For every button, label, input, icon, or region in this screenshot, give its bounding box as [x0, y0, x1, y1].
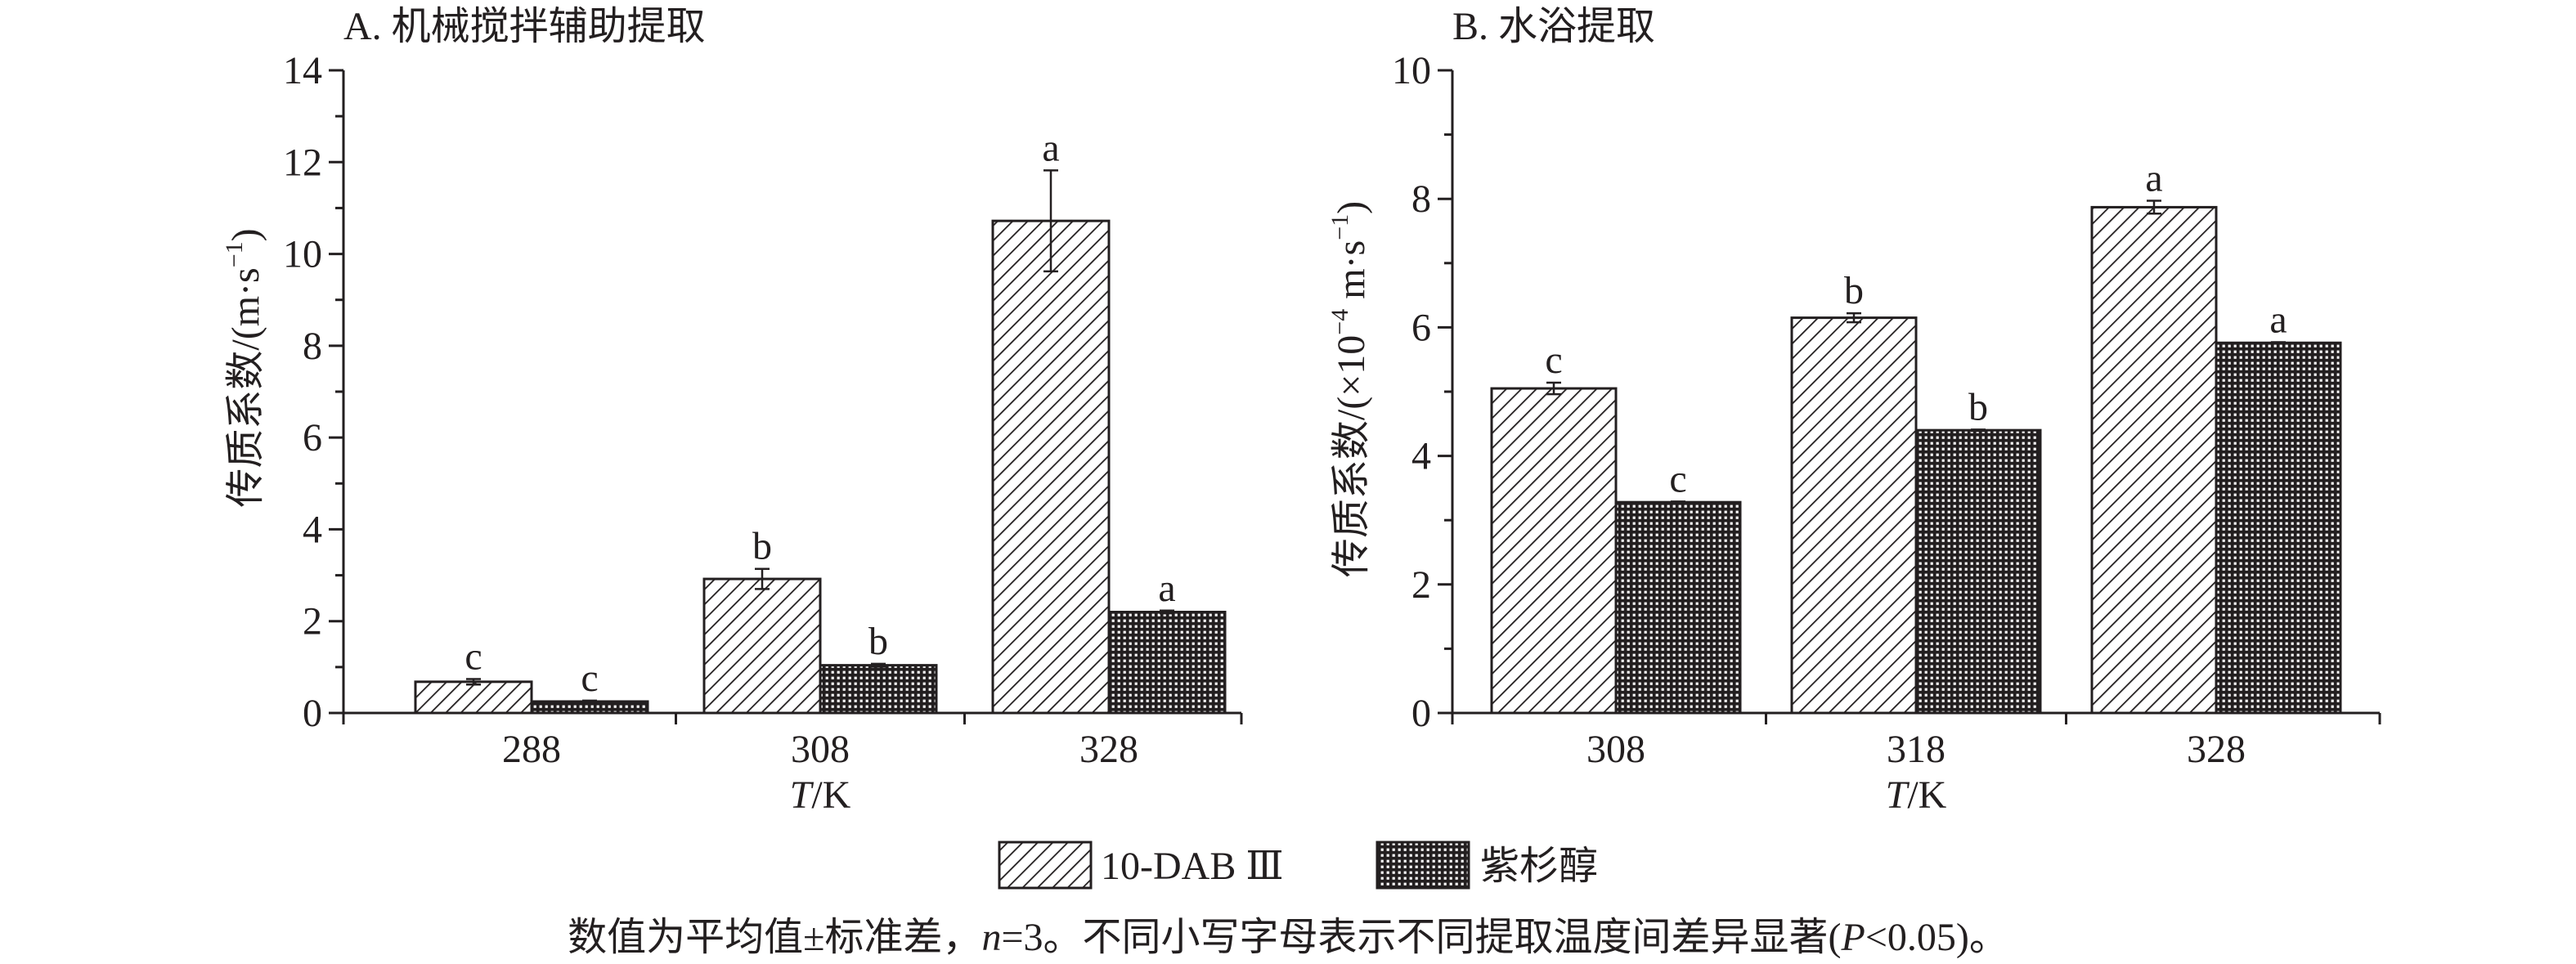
footnote-p-var: P	[1841, 916, 1865, 959]
y-tick-label: 8	[303, 325, 322, 368]
footnote: 数值为平均值±标准差，n=3。不同小写字母表示不同提取温度间差异显著(P<0.0…	[568, 916, 2008, 959]
panel-b-title: B. 水浴提取	[1452, 5, 1655, 48]
x-tick-label: 328	[1079, 728, 1138, 771]
panel-b-ylabel-mid: m·s	[1330, 240, 1373, 309]
panel-b-ylabel-close: )	[1330, 201, 1373, 214]
y-tick-label: 2	[303, 600, 322, 643]
y-tick-label: 14	[283, 49, 322, 92]
panel-b-ylabel-text: 传质系数/(×10	[1330, 335, 1373, 577]
bar-10dab-308	[1490, 387, 1618, 715]
bar-taxol-328	[1107, 610, 1227, 715]
significance-label: a	[2269, 298, 2287, 341]
panel-b-xlabel: T/K	[1886, 773, 1947, 817]
bar-taxol-308	[1614, 500, 1742, 715]
bar-taxol-318	[1914, 428, 2042, 715]
panel-a-xlabel-var: T	[790, 773, 815, 817]
significance-label: c	[1669, 457, 1686, 500]
significance-label: a	[1042, 126, 1059, 169]
panel-b-bars: c b a c b a	[1490, 157, 2342, 715]
panel-a-xlabel: T/K	[790, 773, 851, 817]
panel-b-ylabel-sup: −4	[1326, 309, 1353, 335]
bar-taxol-328	[2215, 341, 2342, 715]
x-tick-label: 328	[2187, 728, 2246, 771]
bar-10dab-308	[702, 577, 822, 715]
y-tick-label: 2	[1411, 563, 1431, 607]
significance-label: b	[752, 525, 772, 568]
panel-b-ylabel-sup2: −1	[1326, 214, 1353, 240]
panel-a-axes: 0 2 4 6 8 10 12 14 288 308 328	[283, 49, 1243, 771]
y-tick-label: 8	[1411, 177, 1431, 221]
panel-a-ylabel: 传质系数/(m·s−1)	[221, 228, 267, 507]
panel-b-ylabel: 传质系数/(×10−4 m·s−1)	[1326, 201, 1373, 577]
significance-label: b	[868, 620, 888, 663]
legend-label-taxol: 紫杉醇	[1480, 845, 1598, 888]
x-tick-label: 308	[791, 728, 850, 771]
bar-10dab-288	[414, 680, 533, 715]
legend-swatch-taxol	[1376, 841, 1470, 890]
y-tick-label: 12	[283, 141, 322, 184]
bar-10dab-328	[2090, 205, 2218, 715]
y-tick-label: 6	[1411, 306, 1431, 349]
bar-10dab-328	[991, 219, 1111, 715]
legend: 10-DAB Ⅲ 紫杉醇	[998, 841, 1598, 890]
panel-b-xlabel-unit: /K	[1907, 773, 1946, 817]
significance-label: a	[2145, 157, 2162, 200]
panel-a-ylabel-close: )	[224, 228, 267, 241]
significance-label: c	[464, 634, 482, 678]
panel-a-xlabel-unit: /K	[811, 773, 850, 817]
svg-text:传质系数/(×10−4 m·s−1): 传质系数/(×10−4 m·s−1)	[1326, 201, 1373, 577]
legend-swatch-10dab	[998, 841, 1093, 890]
panel-a-bars: c b a c b a	[414, 126, 1227, 715]
footnote-n-value: =3。不同小写字母表示不同提取温度间差异显著(	[1001, 916, 1841, 959]
significance-label: c	[1545, 339, 1562, 382]
y-tick-label: 4	[1411, 435, 1431, 478]
panel-a-title: A. 机械搅拌辅助提取	[343, 5, 706, 48]
y-tick-label: 10	[1392, 49, 1431, 92]
bar-taxol-308	[819, 664, 938, 715]
y-tick-label: 4	[303, 508, 322, 551]
footnote-n-var: n	[981, 916, 1001, 959]
legend-label-10dab: 10-DAB Ⅲ	[1101, 845, 1284, 888]
x-tick-label: 318	[1887, 728, 1945, 771]
significance-label: b	[1968, 385, 1988, 428]
panel-b-xlabel-var: T	[1886, 773, 1910, 817]
y-tick-label: 0	[303, 692, 322, 735]
significance-label: b	[1844, 269, 1864, 312]
y-tick-label: 6	[303, 416, 322, 460]
y-tick-label: 0	[1411, 692, 1431, 735]
footnote-prefix: 数值为平均值±标准差，	[568, 916, 981, 959]
panel-a-ylabel-sup: −1	[221, 241, 248, 267]
significance-label: a	[1158, 567, 1175, 610]
bar-10dab-318	[1790, 316, 1918, 715]
x-tick-label: 308	[1586, 728, 1645, 771]
svg-text:传质系数/(m·s−1): 传质系数/(m·s−1)	[221, 228, 267, 507]
y-tick-label: 10	[283, 233, 322, 276]
x-tick-label: 288	[502, 728, 561, 771]
panel-b: B. 水浴提取 传质系数/(×10−4 m·s−1) 0 2 4 6 8 10 308 318…	[1326, 5, 2381, 817]
panel-a: A. 机械搅拌辅助提取 传质系数/(m·s−1) 0 2 4 6 8 10 12 14 288 3…	[221, 5, 1243, 817]
significance-label: c	[581, 657, 598, 700]
panel-a-ylabel-text: 传质系数/(m·s	[224, 267, 267, 507]
footnote-p-value: <0.05)。	[1865, 916, 2008, 959]
